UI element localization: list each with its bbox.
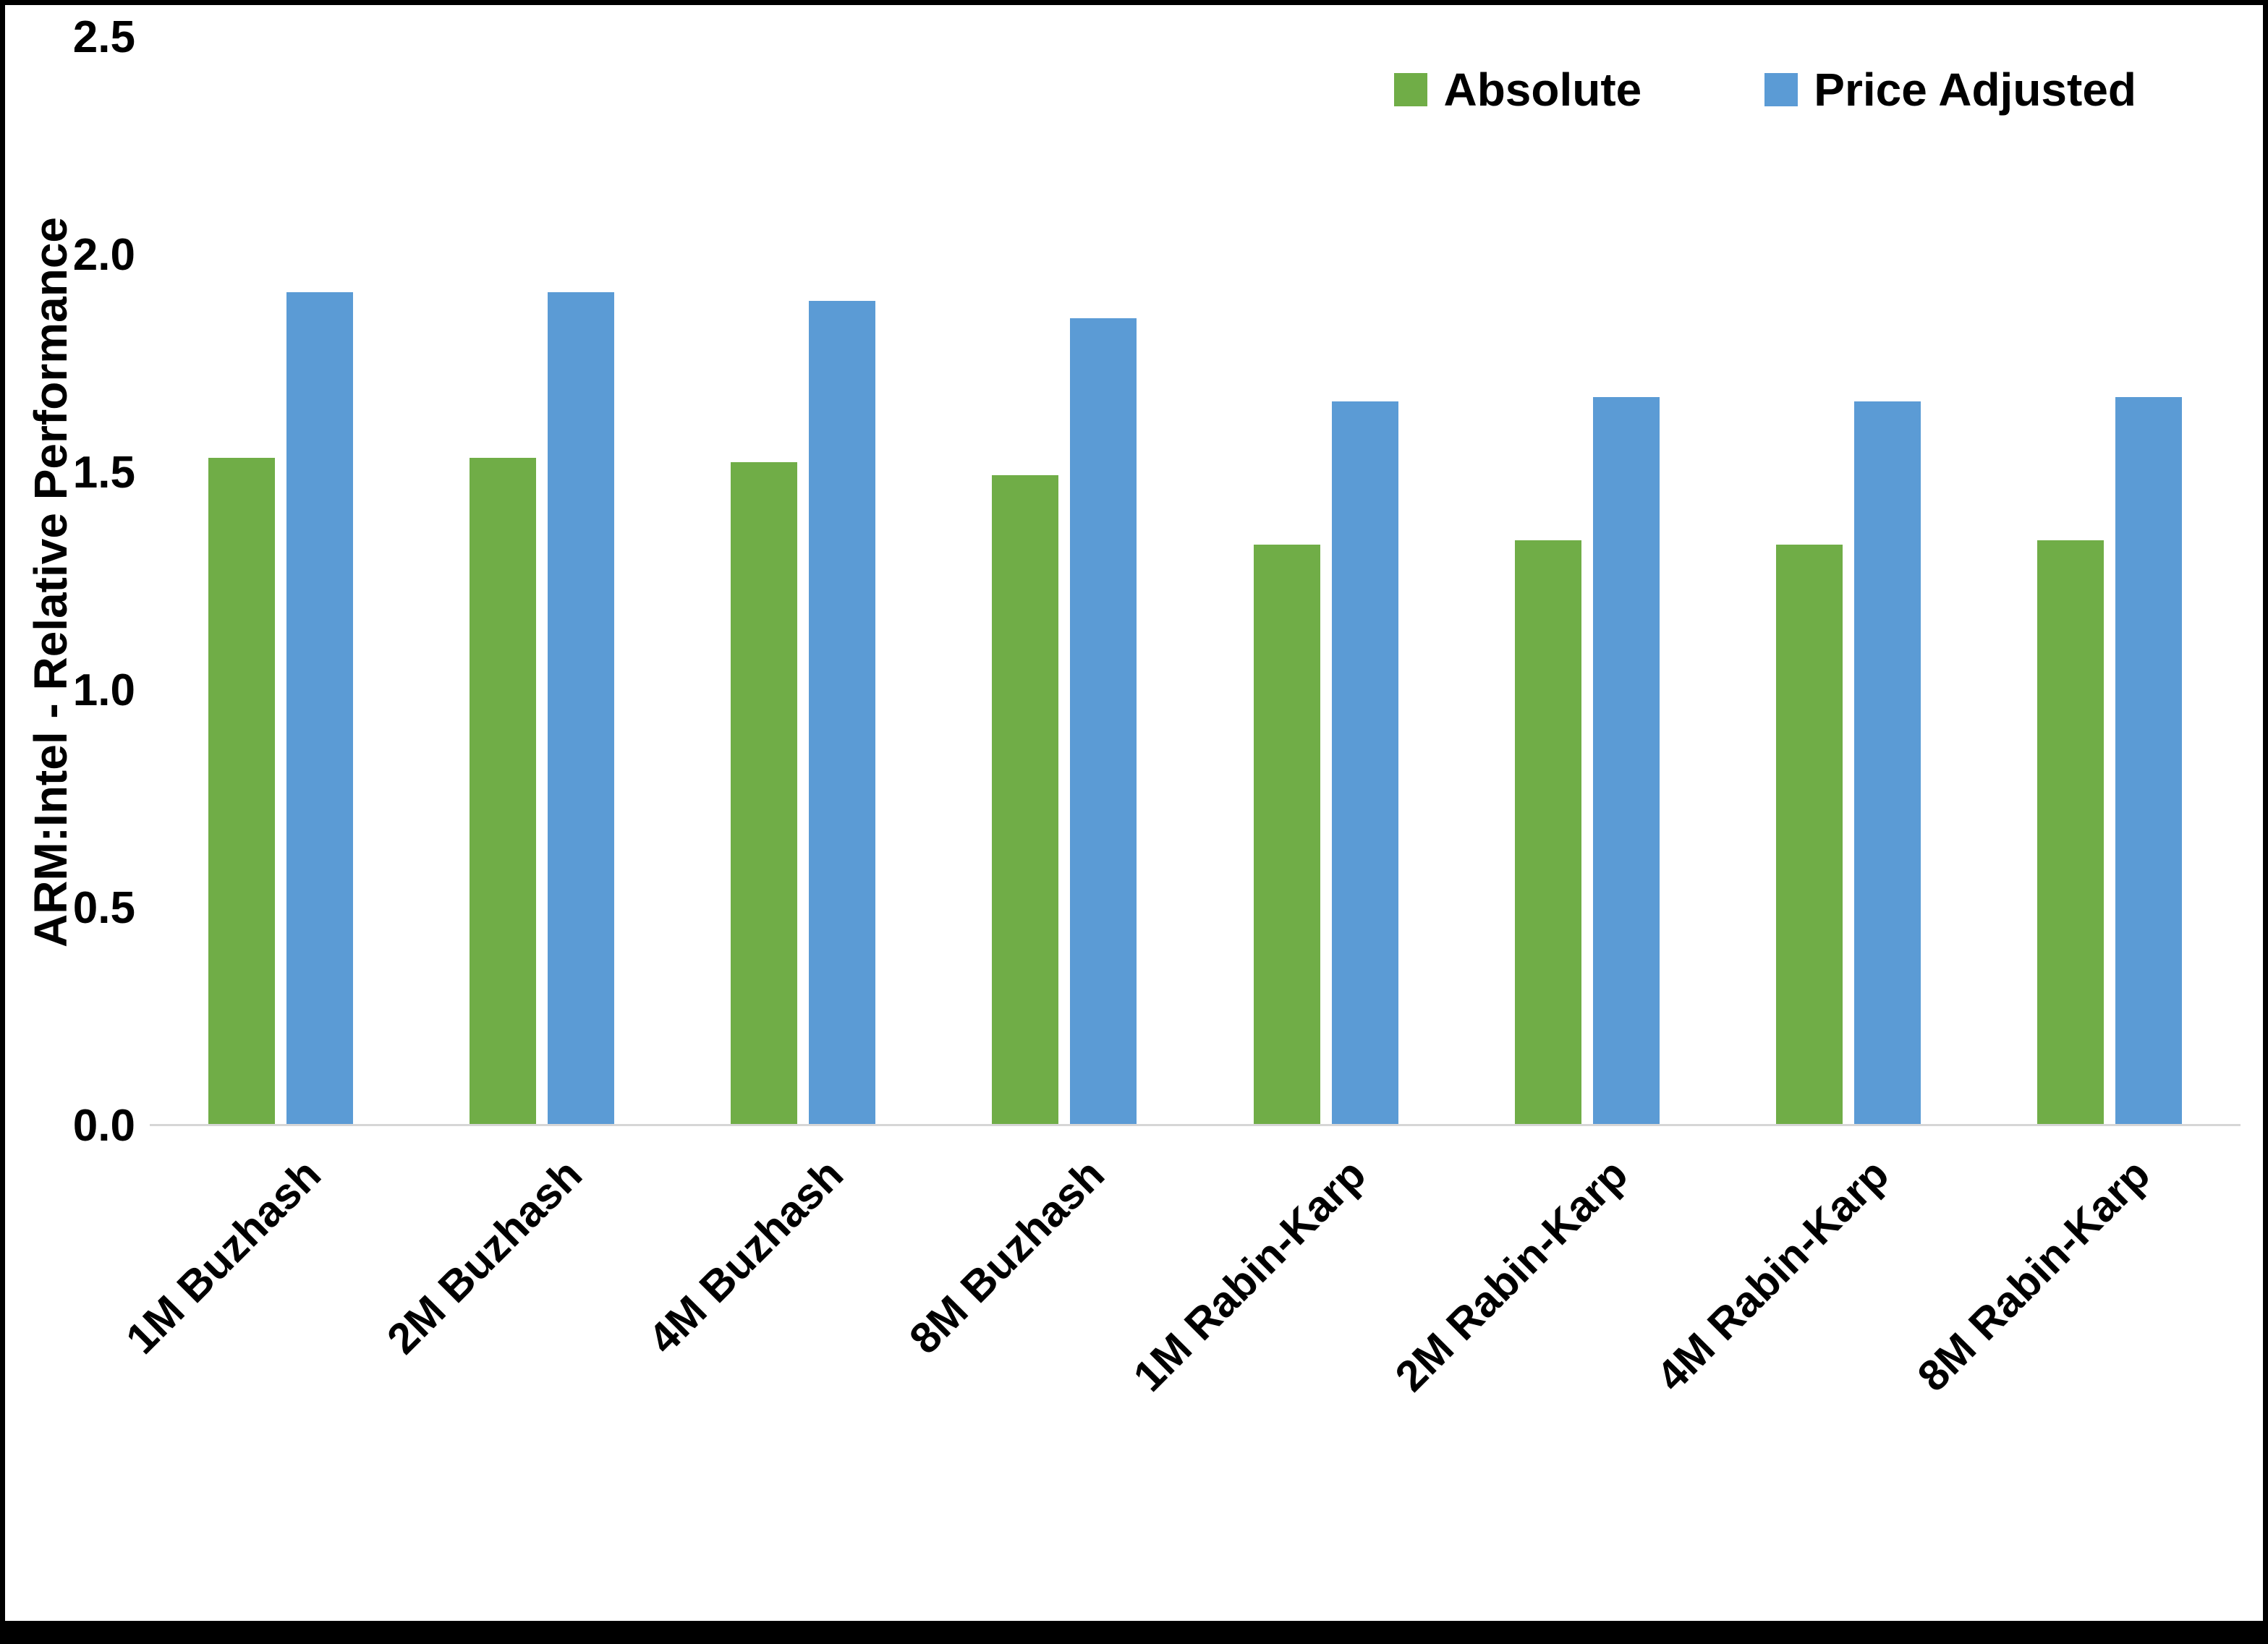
bar-absolute (992, 475, 1059, 1124)
bar-price-adjusted (2115, 397, 2183, 1124)
y-tick-label: 2.0 (72, 230, 135, 280)
legend-item-price-adjusted: Price Adjusted (1764, 63, 2136, 116)
bar-price-adjusted (286, 292, 353, 1124)
bar-absolute (2037, 540, 2105, 1124)
bar-absolute (469, 458, 536, 1124)
plot-area (150, 38, 2241, 1126)
y-tick-label: 2.5 (72, 12, 135, 62)
legend-swatch-price-adjusted (1764, 73, 1798, 106)
bar-absolute (208, 458, 275, 1124)
bar-price-adjusted (809, 301, 876, 1124)
bar-price-adjusted (1070, 318, 1137, 1124)
bar-price-adjusted (1331, 401, 1398, 1124)
bar-price-adjusted (1854, 401, 1921, 1124)
y-tick-label: 0.0 (72, 1101, 135, 1151)
y-tick-label: 0.5 (72, 883, 135, 933)
legend-label-absolute: Absolute (1443, 64, 1642, 116)
legend: Absolute Price Adjusted (1394, 63, 2136, 116)
legend-label-price-adjusted: Price Adjusted (1814, 64, 2136, 116)
y-tick-label: 1.0 (72, 665, 135, 715)
bar-absolute (731, 462, 798, 1124)
y-tick-label: 1.5 (72, 448, 135, 498)
bar-absolute (1514, 540, 1581, 1124)
legend-swatch-absolute (1394, 73, 1428, 106)
bar-price-adjusted (547, 292, 614, 1124)
y-axis-title: ARM:Intel - Relative Performance (25, 216, 77, 947)
bar-price-adjusted (1592, 397, 1660, 1124)
bar-absolute (1253, 545, 1320, 1124)
legend-item-absolute: Absolute (1394, 63, 1641, 116)
bar-absolute (1776, 545, 1843, 1124)
